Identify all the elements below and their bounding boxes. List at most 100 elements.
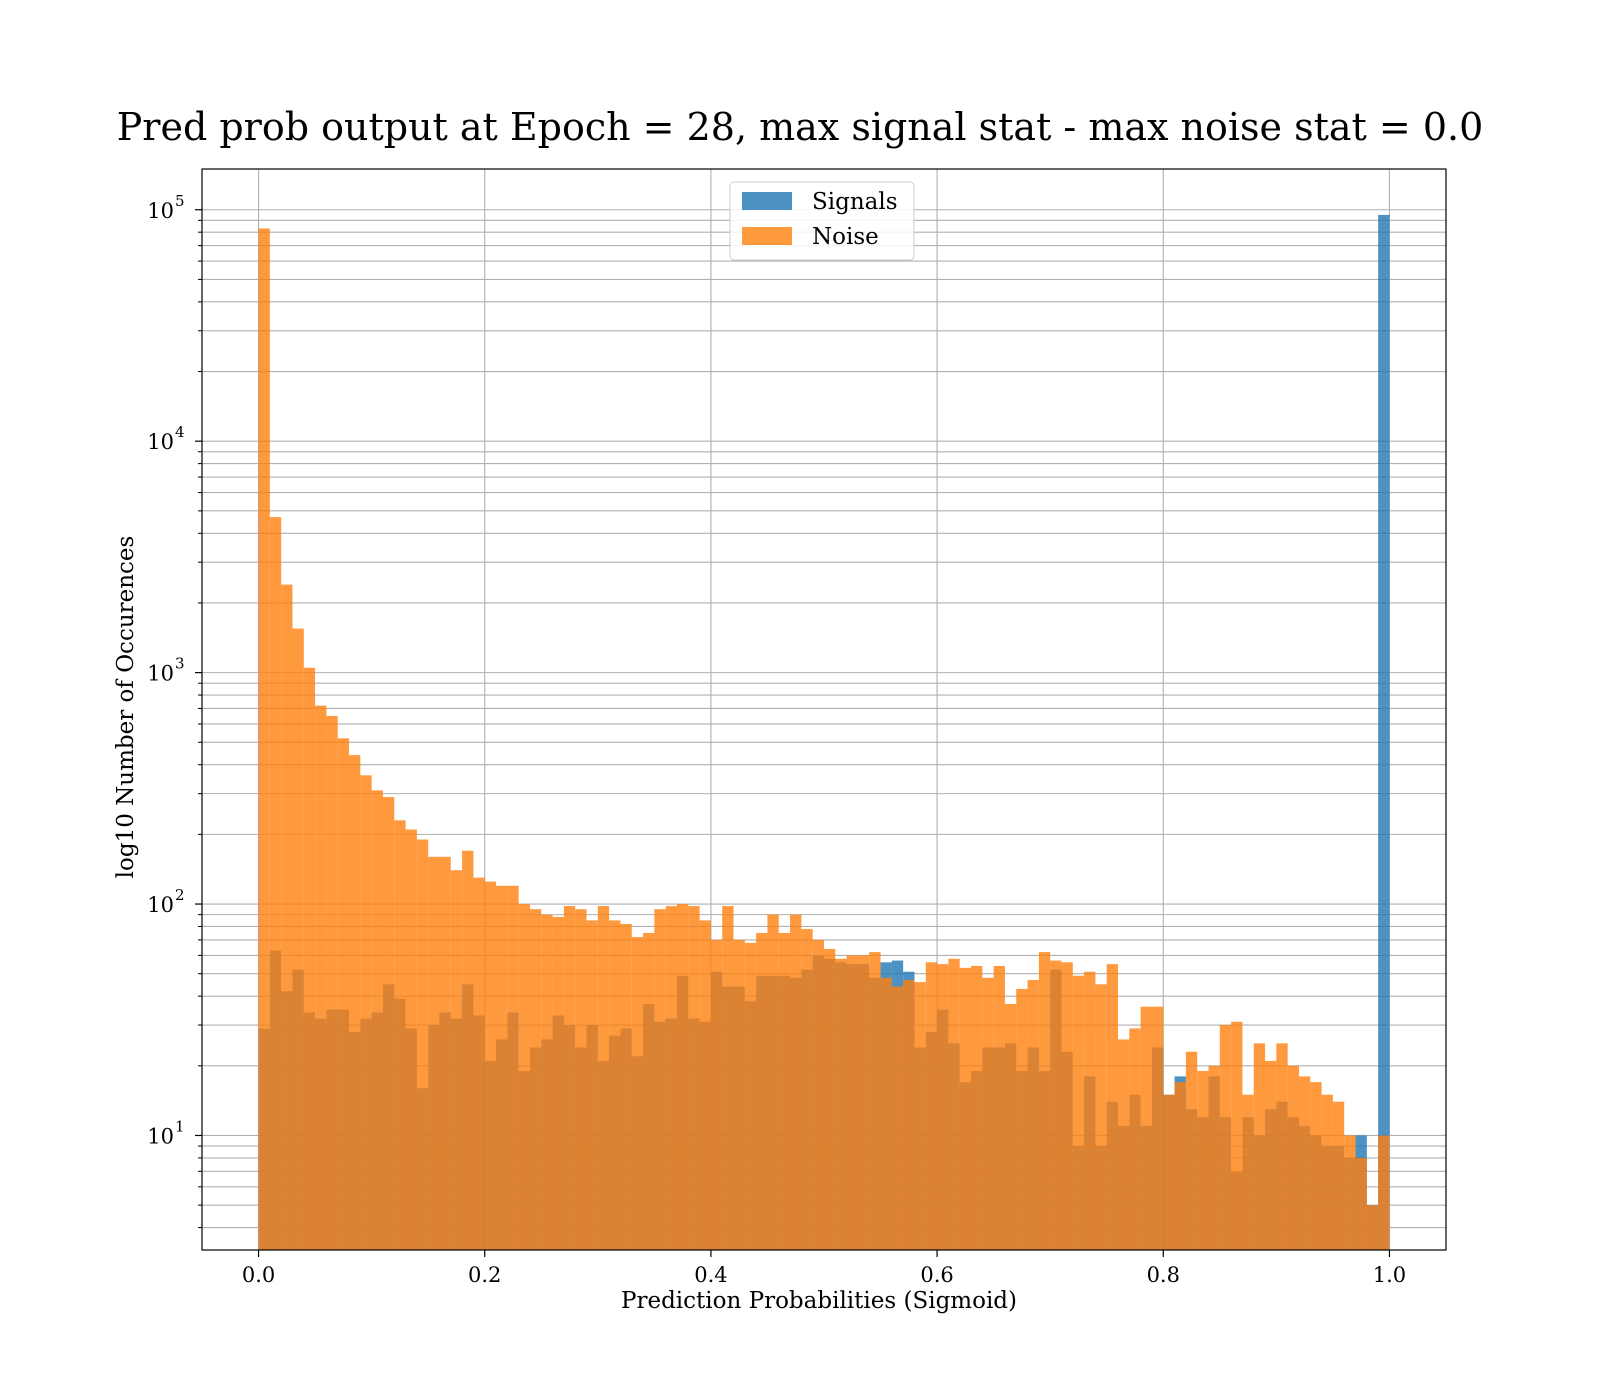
noise-bar: [394, 820, 406, 1250]
noise-bar: [665, 906, 677, 1250]
noise-bar: [790, 914, 802, 1250]
noise-bar: [643, 932, 655, 1250]
noise-bar: [1276, 1043, 1288, 1250]
noise-bar: [484, 881, 497, 1250]
noise-bar: [971, 965, 983, 1250]
noise-bar: [891, 986, 904, 1250]
noise-bar: [281, 584, 293, 1250]
noise-bar: [982, 977, 994, 1250]
noise-bar: [371, 790, 383, 1250]
y-tick-exponent: 1: [175, 1117, 185, 1135]
noise-bar: [1265, 1060, 1277, 1250]
noise-bar: [563, 906, 576, 1250]
noise-bar: [1219, 1025, 1232, 1250]
noise-bar: [1027, 979, 1039, 1250]
noise-bar: [337, 738, 350, 1250]
noise-bar: [903, 979, 915, 1250]
noise-bar: [1129, 1028, 1141, 1250]
noise-bar: [1061, 962, 1073, 1250]
noise-bar: [552, 916, 564, 1250]
noise-bar: [948, 958, 960, 1250]
noise-bar: [1298, 1076, 1311, 1250]
noise-bar: [1038, 952, 1051, 1250]
noise-bar: [518, 904, 530, 1250]
noise-bar: [462, 850, 474, 1250]
noise-bar: [1163, 1094, 1175, 1250]
noise-bar: [733, 939, 745, 1250]
noise-bar: [1140, 1006, 1152, 1250]
noise-bar: [326, 715, 338, 1250]
noise-bar: [382, 797, 395, 1250]
noise-bar: [631, 937, 644, 1250]
legend-label-signals: Signals: [812, 189, 898, 215]
noise-bar: [1004, 1003, 1017, 1250]
noise-bar: [937, 964, 949, 1250]
noise-bar: [1072, 975, 1085, 1250]
noise-bar: [1378, 1135, 1390, 1250]
x-tick-label: 0.6: [920, 1263, 953, 1287]
noise-bar: [801, 929, 813, 1250]
noise-bar: [597, 906, 610, 1250]
noise-bar: [416, 839, 429, 1250]
noise-bar: [857, 955, 870, 1250]
x-tick-label: 0.8: [1147, 1263, 1180, 1287]
noise-bar: [541, 914, 553, 1250]
x-tick-label: 0.4: [694, 1263, 727, 1287]
noise-bar: [258, 228, 270, 1250]
noise-bar: [880, 977, 892, 1250]
noise-bar: [1174, 1082, 1186, 1250]
y-tick-label: 10: [147, 662, 174, 686]
noise-bar: [756, 932, 768, 1250]
x-tick-label: 0.0: [242, 1263, 275, 1287]
y-tick-label: 10: [147, 430, 174, 454]
noise-bar: [428, 856, 440, 1250]
noise-bar: [1197, 1070, 1209, 1250]
noise-bar: [1310, 1082, 1322, 1250]
y-tick-label: 10: [147, 199, 174, 223]
chart-title: Pred prob output at Epoch = 28, max sign…: [117, 105, 1484, 149]
noise-bar: [1016, 988, 1028, 1250]
noise-bar: [303, 667, 316, 1250]
y-tick-exponent: 4: [175, 423, 185, 441]
noise-bar: [699, 920, 711, 1250]
noise-bar: [722, 906, 734, 1250]
noise-bar: [846, 955, 858, 1250]
noise-bar: [778, 932, 791, 1250]
legend-swatch-signals: [742, 192, 792, 210]
noise-bar: [869, 952, 881, 1250]
y-tick-exponent: 5: [175, 192, 185, 210]
noise-bar: [1242, 1094, 1254, 1250]
noise-bars: [258, 228, 1390, 1250]
noise-bar: [688, 906, 700, 1250]
noise-bar: [1355, 1157, 1367, 1250]
noise-bar: [405, 829, 417, 1250]
signals-bar: [1378, 214, 1390, 1250]
noise-bar: [767, 914, 779, 1250]
noise-bar: [620, 923, 632, 1250]
y-tick-label: 10: [147, 893, 174, 917]
noise-bar: [710, 939, 723, 1250]
noise-bar: [1332, 1101, 1345, 1250]
x-tick-label: 1.0: [1373, 1263, 1406, 1287]
y-tick-exponent: 2: [175, 886, 185, 904]
noise-bar: [812, 939, 824, 1250]
y-tick-label: 10: [147, 1124, 174, 1148]
x-axis-ticks: 0.0 0.2 0.4 0.6 0.8 1.0: [242, 1250, 1406, 1287]
noise-bar: [1253, 1043, 1266, 1250]
noise-bar: [360, 775, 372, 1250]
noise-bar: [292, 628, 304, 1250]
noise-bar: [959, 967, 972, 1250]
legend: Signals Noise: [729, 181, 915, 261]
noise-bar: [439, 856, 451, 1250]
y-axis-label: log10 Number of Occurences: [113, 536, 139, 879]
noise-bar: [349, 755, 361, 1250]
noise-bar: [450, 870, 463, 1250]
noise-bar: [1118, 1039, 1130, 1250]
noise-bar: [496, 885, 508, 1250]
x-tick-label: 0.2: [468, 1263, 501, 1287]
noise-bar: [835, 958, 847, 1250]
noise-bar: [1084, 971, 1096, 1250]
noise-bar: [925, 962, 938, 1250]
